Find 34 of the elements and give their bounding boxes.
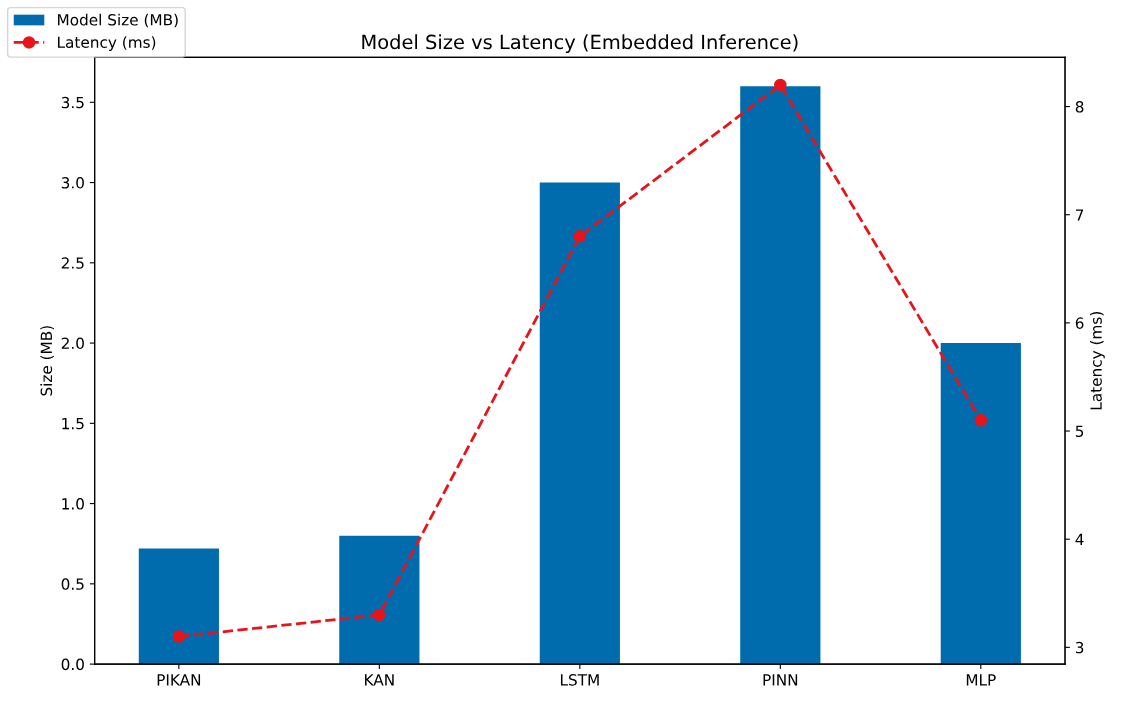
bar	[740, 86, 821, 665]
chart-title: Model Size vs Latency (Embedded Inference)	[362, 34, 798, 54]
y-tick-label: 2.0	[61, 337, 84, 350]
point	[373, 608, 386, 622]
x-tick-label: KAN	[365, 674, 394, 686]
bar	[339, 535, 420, 665]
y-tick-label: 0.0	[61, 658, 84, 671]
point	[974, 413, 988, 427]
y2-axis-title: Latency (ms)	[1090, 312, 1105, 410]
x-tick-label: PIKAN	[157, 674, 201, 686]
y-tick-label: 1.0	[62, 498, 84, 510]
x-tick-label: LSTM	[560, 674, 599, 686]
y2-tick-label: 3	[1075, 641, 1084, 654]
y2-tick-label: 8	[1075, 101, 1084, 113]
y-tick-label: 3.5	[61, 96, 84, 109]
legend-label: Latency (ms)	[58, 36, 156, 51]
bar	[940, 343, 1021, 665]
x-tick-label: PINN	[763, 674, 798, 686]
legend-label: Model Size (MB)	[58, 13, 178, 28]
y-axis-title: Size (MB)	[40, 326, 54, 396]
point	[172, 630, 186, 643]
bar	[539, 182, 620, 665]
y-tick-label: 0.5	[61, 578, 84, 590]
y2-tick-label: 7	[1075, 209, 1084, 221]
point	[774, 78, 787, 92]
y2-tick-label: 4	[1075, 533, 1084, 545]
y-tick-label: 1.5	[62, 417, 84, 430]
y-tick-label: 2.5	[61, 257, 84, 269]
y-tick-label: 3.0	[61, 177, 84, 189]
x-tick-label: MLP	[966, 674, 996, 686]
y2-tick-label: 6	[1075, 317, 1084, 329]
y2-tick-label: 5	[1075, 425, 1084, 438]
point	[573, 230, 587, 243]
bar	[138, 548, 219, 665]
